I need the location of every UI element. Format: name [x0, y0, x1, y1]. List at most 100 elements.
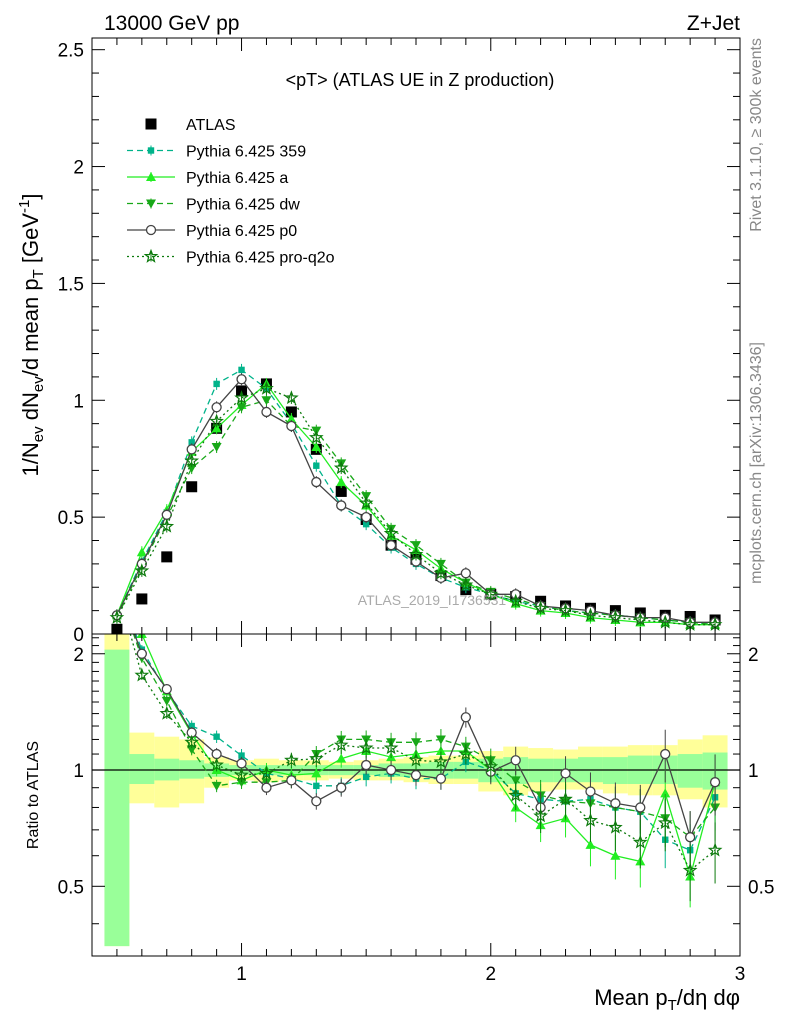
data-point	[411, 541, 421, 551]
y-tick-label: 1.5	[58, 274, 84, 295]
legend-marker-atlas	[145, 118, 157, 130]
x-tick-label: 3	[735, 964, 746, 985]
data-point	[261, 396, 272, 406]
ratio-point	[112, 582, 122, 591]
ratio-point	[510, 755, 521, 766]
ratio-point	[209, 757, 224, 772]
x-tick-label: 1	[236, 964, 247, 985]
legend-label-atlas: ATLAS	[186, 117, 236, 134]
data-point	[109, 609, 125, 624]
legend-marker-pp0	[145, 224, 157, 236]
ratio-point	[313, 782, 320, 790]
data-point	[433, 565, 449, 580]
ratio-point	[709, 777, 721, 788]
ratio-point	[610, 850, 621, 860]
ratio-point	[361, 759, 372, 771]
data-point	[285, 406, 297, 418]
ratio-point	[336, 782, 347, 793]
data-point	[483, 586, 499, 601]
ratio-y-tick-label: 2	[73, 645, 84, 666]
data-point	[161, 551, 173, 563]
ratio-point	[458, 746, 474, 761]
ratio-point	[383, 740, 399, 755]
ratio-series-pq2o	[111, 580, 723, 902]
data-point	[238, 366, 245, 374]
data-point	[333, 460, 349, 475]
series-p359	[113, 363, 719, 631]
ratio-y-tick-label-right: 2	[748, 645, 759, 666]
ratio-point	[508, 787, 524, 802]
ratio-point	[134, 667, 150, 682]
data-point	[186, 464, 197, 474]
series-line-p359	[116, 369, 716, 626]
ratio-point	[112, 581, 121, 590]
ratio-point	[211, 748, 222, 760]
main-y-axis-label: 1/Nev dNev/d mean pT [GeV-1]	[16, 194, 47, 477]
ratio-point	[685, 832, 696, 843]
data-point	[161, 509, 172, 520]
data-point	[286, 420, 297, 432]
data-point	[361, 511, 372, 523]
ratio-point	[635, 802, 646, 813]
ratio-y-tick-label: 0.5	[58, 877, 84, 898]
ratio-point	[284, 752, 299, 767]
data-point	[533, 600, 548, 615]
rivet-version-label: Rivet 3.1.10, ≥ 300k events	[748, 38, 765, 232]
ratio-point	[111, 580, 122, 591]
ratio-point	[408, 752, 424, 767]
legend-marker-pa	[146, 172, 156, 181]
data-point	[362, 520, 370, 528]
legend-label-p359: Pythia 6.425 359	[186, 144, 306, 161]
ratio-point	[311, 768, 322, 778]
ratio-point	[660, 748, 671, 760]
legend: ATLAS Pythia 6.425 359 Pythia 6.425 a Pythi…	[127, 117, 335, 267]
data-point	[508, 593, 523, 608]
data-point	[184, 453, 200, 468]
ratio-point	[184, 734, 200, 749]
ratio-point	[411, 738, 421, 748]
ratio-point	[362, 773, 370, 781]
ratio-point	[188, 722, 195, 730]
data-point	[358, 495, 374, 510]
ratio-point	[186, 745, 197, 755]
data-point	[583, 607, 598, 622]
data-point	[313, 462, 320, 469]
data-point	[259, 380, 274, 395]
data-point	[458, 577, 474, 592]
data-point	[211, 402, 222, 413]
data-point	[335, 485, 347, 497]
ratio-point	[309, 751, 324, 765]
ratio-point	[161, 683, 172, 695]
ratio-point	[385, 764, 397, 776]
data-point	[311, 476, 322, 488]
ratio-line-pdw	[132, 634, 716, 839]
legend-label-pa: Pythia 6.425 a	[186, 170, 288, 187]
data-point	[633, 612, 648, 627]
data-point	[136, 547, 147, 557]
ratio-point	[159, 705, 175, 720]
data-point	[385, 540, 397, 551]
data-point	[186, 444, 197, 455]
y-tick-label: 2	[73, 158, 84, 179]
ratio-point	[358, 740, 374, 755]
ratio-point	[238, 752, 245, 759]
ratio-point	[234, 767, 249, 782]
ratio-y-axis-label: Ratio to ATLAS	[25, 741, 42, 849]
ratio-y-tick-label-right: 0.5	[748, 877, 774, 898]
main-panel: ATLAS_2019_I1736531 0 0.5 1 1.5 2 2.5 1/Nev d…	[16, 37, 741, 646]
uncertainty-band-green	[677, 754, 703, 788]
data-point	[236, 403, 247, 413]
data-point	[236, 374, 247, 385]
legend-marker-pdw	[146, 199, 156, 209]
ratio-point	[510, 776, 521, 786]
ratio-y-tick-label: 1	[73, 761, 84, 782]
data-point	[211, 423, 222, 433]
data-point	[188, 439, 195, 446]
ratio-line-pp0	[133, 634, 716, 840]
ratio-series-pdw	[112, 582, 721, 869]
data-point	[134, 563, 150, 578]
ratio-point	[433, 754, 449, 769]
ratio-point	[632, 834, 648, 849]
ratio-point	[460, 712, 471, 723]
data-point	[159, 518, 175, 533]
